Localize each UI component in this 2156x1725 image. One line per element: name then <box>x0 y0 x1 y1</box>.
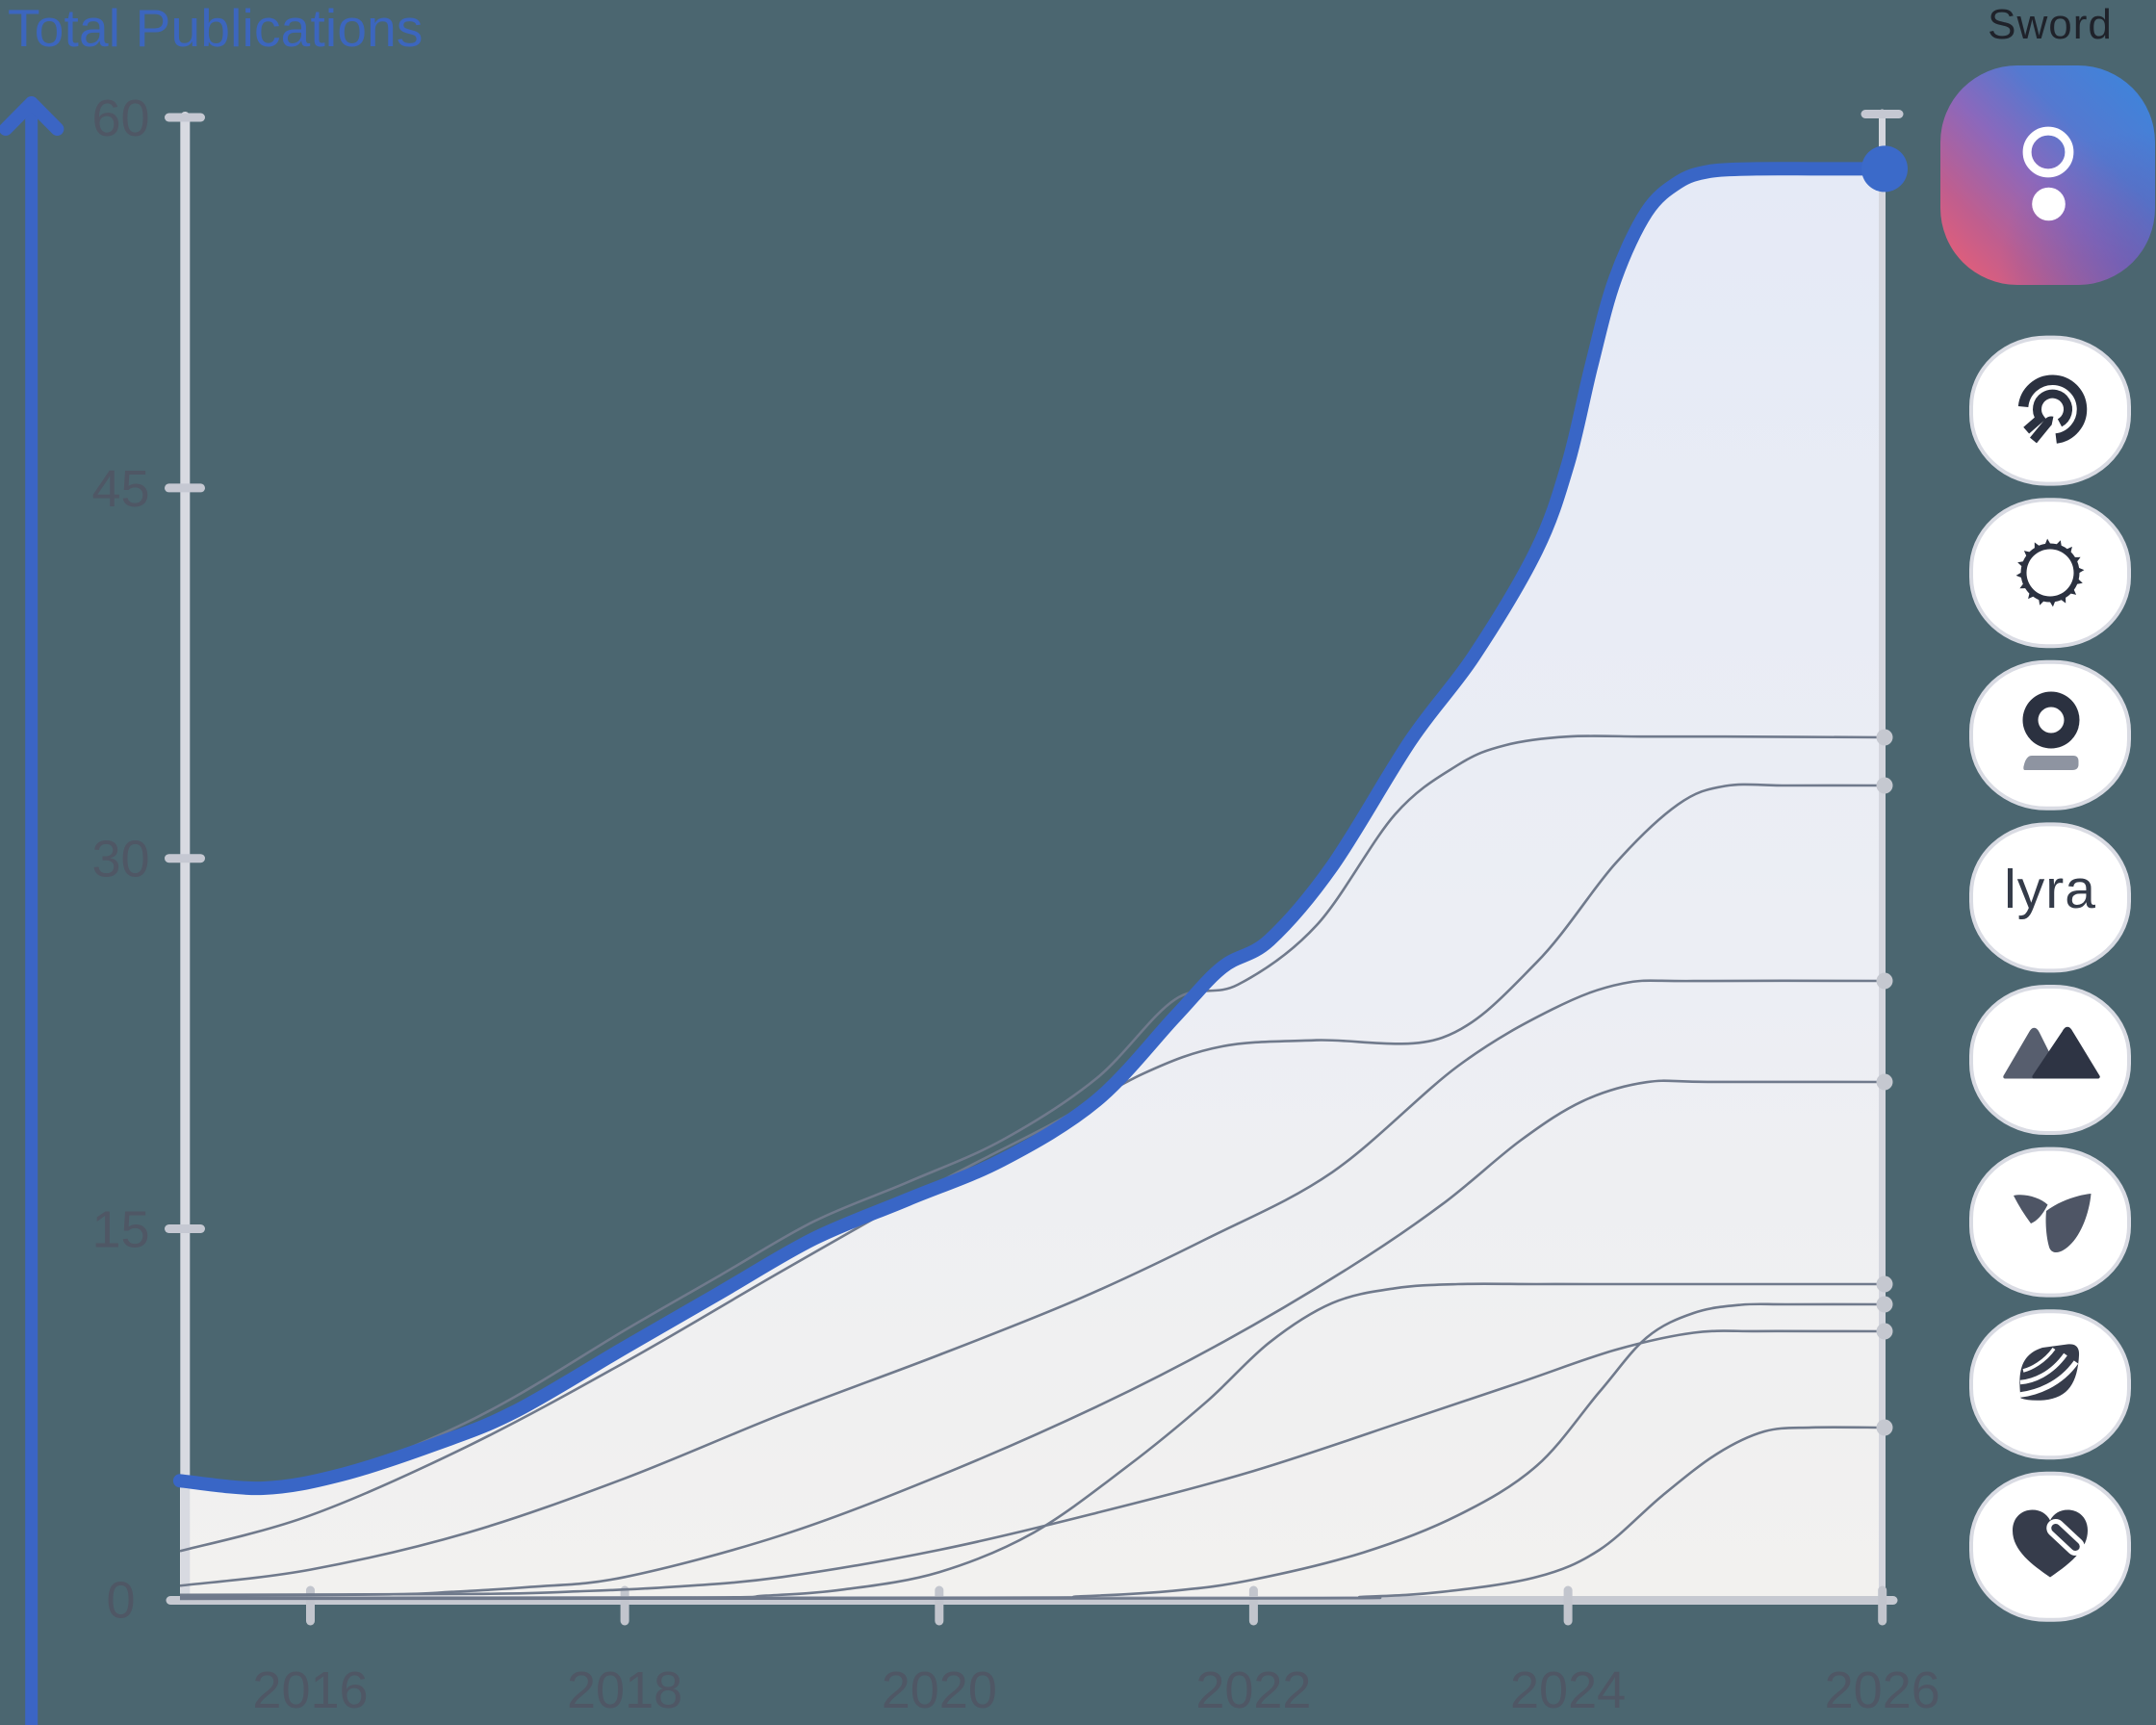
svg-text:15: 15 <box>91 1201 149 1259</box>
svg-text:45: 45 <box>91 460 149 518</box>
svg-text:30: 30 <box>91 831 149 888</box>
svg-text:lyra: lyra <box>2004 859 2096 920</box>
svg-text:Total Publications: Total Publications <box>8 0 424 58</box>
svg-text:60: 60 <box>91 90 149 147</box>
svg-text:2018: 2018 <box>567 1661 682 1719</box>
svg-text:2024: 2024 <box>1510 1661 1626 1719</box>
svg-text:2022: 2022 <box>1195 1661 1311 1719</box>
svg-text:Sword: Sword <box>1988 1 2113 48</box>
svg-text:2026: 2026 <box>1825 1661 1940 1719</box>
svg-text:2016: 2016 <box>252 1661 368 1719</box>
svg-text:2020: 2020 <box>882 1661 997 1719</box>
svg-text:0: 0 <box>106 1571 135 1629</box>
